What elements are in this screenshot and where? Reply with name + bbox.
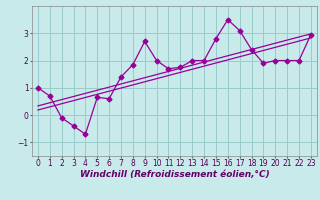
- X-axis label: Windchill (Refroidissement éolien,°C): Windchill (Refroidissement éolien,°C): [80, 170, 269, 179]
